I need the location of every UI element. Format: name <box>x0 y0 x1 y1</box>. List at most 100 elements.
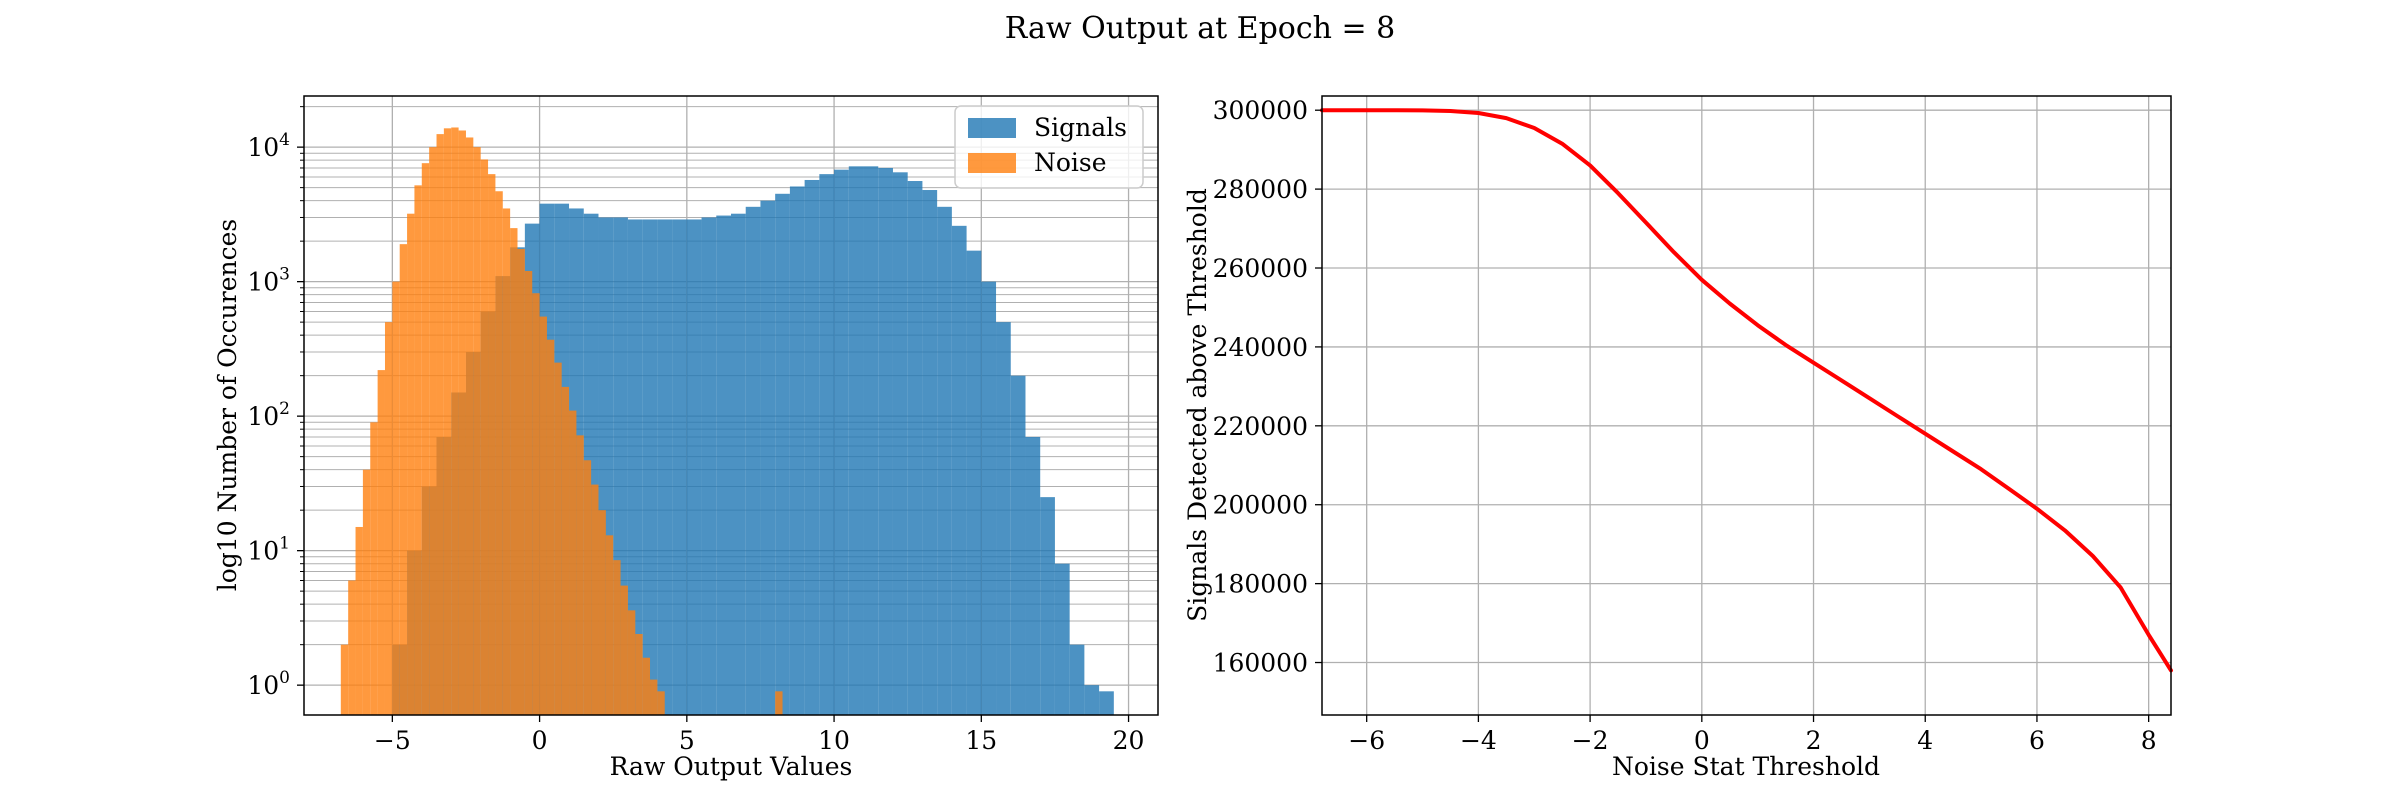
y-tick-label: 260000 <box>1213 254 1308 283</box>
histogram-bar <box>407 213 415 715</box>
line-chart-y-label: Signals Detected above Threshold <box>1183 188 1212 622</box>
y-tick-label: 101 <box>247 534 290 566</box>
histogram-bar <box>546 339 555 715</box>
legend-label-signals: Signals <box>1034 113 1127 142</box>
histogram-bar <box>1040 497 1055 715</box>
histogram-bar <box>863 166 879 715</box>
histogram-bar <box>686 219 702 716</box>
y-tick-label: 100 <box>247 668 290 700</box>
histogram-bar <box>451 127 459 716</box>
histogram-bar <box>878 167 893 715</box>
x-tick-label: 4 <box>1917 726 1933 755</box>
histogram-bar <box>458 130 466 716</box>
histogram-bar <box>488 174 496 715</box>
histogram-bar <box>1084 685 1100 715</box>
histogram-bars <box>340 127 1114 716</box>
x-tick-label: 0 <box>1694 726 1710 755</box>
y-tick-label: 104 <box>247 130 290 162</box>
histogram-bar <box>583 460 592 715</box>
histogram-bar <box>635 634 643 715</box>
x-tick-label: 2 <box>1806 726 1822 755</box>
histogram-bar <box>650 679 658 715</box>
histogram-bar <box>421 163 430 715</box>
line-chart-series <box>1320 108 2173 673</box>
histogram-y-ticks: 100 101 102 103 104 <box>247 106 304 700</box>
line-chart-frame <box>1321 95 2172 716</box>
x-tick-label: −4 <box>1460 726 1497 755</box>
histogram-bar <box>539 316 547 715</box>
histogram-bar <box>370 422 378 715</box>
histogram-bar <box>834 169 849 715</box>
histogram-bar <box>951 225 967 716</box>
histogram-bar <box>532 293 540 715</box>
histogram-bar <box>495 191 503 716</box>
histogram-bar <box>561 386 570 715</box>
x-tick-label: −5 <box>374 726 411 755</box>
histogram-bar <box>524 270 533 715</box>
histogram-bar <box>922 190 938 715</box>
histogram-bar <box>657 691 665 715</box>
y-tick-label: 103 <box>247 265 290 297</box>
histogram-bar <box>591 484 599 715</box>
x-tick-label: 20 <box>1113 726 1145 755</box>
histogram-bar <box>473 147 481 715</box>
histogram-x-label: Raw Output Values <box>610 752 853 781</box>
line-chart-y-ticks: 160000 180000 200000 220000 240000 260000 2800… <box>1213 96 1322 678</box>
histogram-bar <box>399 244 408 715</box>
histogram-bar <box>996 322 1011 715</box>
histogram-bar <box>1025 436 1041 715</box>
series-noise <box>340 127 783 716</box>
histogram-bar <box>362 469 371 715</box>
legend-swatch-signals <box>968 118 1016 138</box>
histogram-bar <box>429 147 437 715</box>
histogram-bar <box>598 510 606 715</box>
histogram-bar <box>760 200 776 715</box>
y-tick-label: 200000 <box>1213 491 1308 520</box>
legend-swatch-noise <box>968 153 1016 173</box>
histogram-bar <box>436 134 444 716</box>
line-chart-x-ticks: −6 −4 −2 0 2 4 6 8 <box>1348 715 2157 755</box>
histogram-bar <box>480 159 489 715</box>
histogram-bar <box>576 435 584 715</box>
y-tick-label: 300000 <box>1213 96 1308 125</box>
line-chart-grid <box>1322 96 2171 715</box>
histogram-bar <box>642 657 651 715</box>
histogram-bar <box>517 248 525 716</box>
histogram-legend: Signals Noise <box>954 105 1144 189</box>
histogram-bar <box>355 526 363 715</box>
histogram-bar <box>414 185 422 715</box>
histogram-bar <box>340 644 349 715</box>
histogram-bar <box>554 362 562 715</box>
x-tick-label: 8 <box>2141 726 2157 755</box>
y-tick-label: 280000 <box>1213 175 1308 204</box>
threshold-line-chart: −6 −4 −2 0 2 4 6 8 160000 180000 200000 220000 2400… <box>1183 95 2173 781</box>
histogram-bar <box>642 219 658 716</box>
histogram-bar <box>789 186 805 715</box>
histogram-bar <box>502 208 511 715</box>
line-chart-x-label: Noise Stat Threshold <box>1612 752 1880 781</box>
histogram-bar <box>657 219 673 716</box>
histogram-bar <box>392 281 400 715</box>
histogram-bar <box>716 215 731 715</box>
x-tick-label: −6 <box>1348 726 1385 755</box>
x-tick-label: −2 <box>1572 726 1609 755</box>
x-tick-label: 10 <box>818 726 850 755</box>
y-tick-label: 220000 <box>1213 412 1308 441</box>
histogram-bar <box>731 213 746 715</box>
histogram-bar <box>1069 644 1085 715</box>
x-tick-label: 0 <box>532 726 548 755</box>
histogram-bar <box>613 560 621 715</box>
y-tick-label: 180000 <box>1213 570 1308 599</box>
figure-title: Raw Output at Epoch = 8 <box>1005 11 1396 46</box>
y-tick-label: 102 <box>247 399 290 431</box>
histogram-bar <box>672 219 687 716</box>
histogram-bar <box>892 172 908 716</box>
histogram-bar <box>569 410 577 715</box>
y-tick-label: 240000 <box>1213 333 1308 362</box>
histogram-bar <box>443 128 452 715</box>
histogram-bar <box>775 193 790 715</box>
histogram-bar <box>775 691 783 715</box>
histogram-bar <box>620 585 628 715</box>
histogram-x-ticks: −5 0 5 10 15 20 <box>374 715 1145 755</box>
